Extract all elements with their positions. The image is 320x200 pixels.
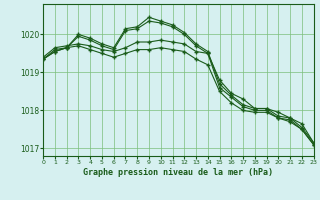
X-axis label: Graphe pression niveau de la mer (hPa): Graphe pression niveau de la mer (hPa) [84,168,273,177]
